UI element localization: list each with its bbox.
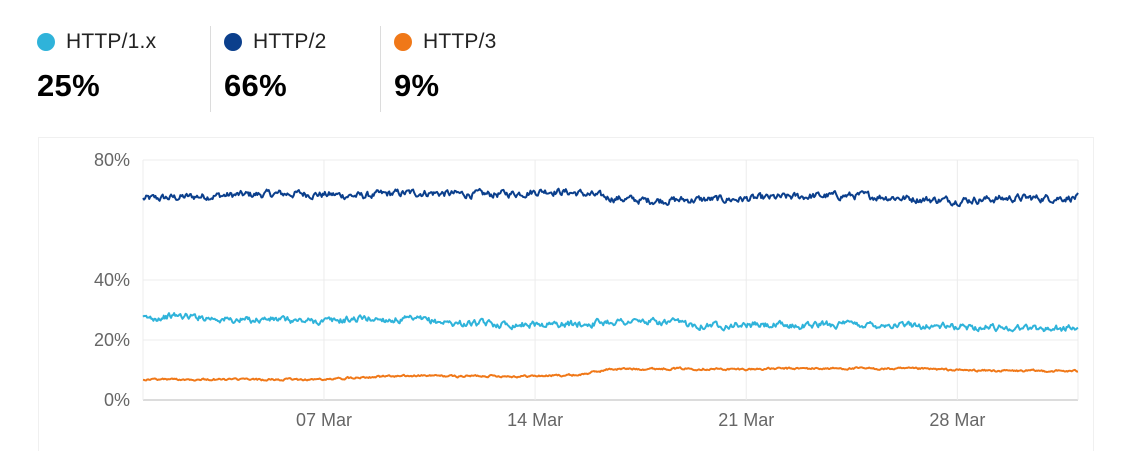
x-tick-label: 21 Mar xyxy=(718,410,774,430)
series-line-http1x xyxy=(142,312,1079,333)
y-tick-label: 20% xyxy=(94,330,130,350)
x-tick-label: 14 Mar xyxy=(507,410,563,430)
y-axis-ticks: 80% 40% 20% 0% xyxy=(94,150,130,410)
http2-dot-icon xyxy=(224,33,242,51)
series-line-http3 xyxy=(142,366,1079,382)
legend-value-http3: 9% xyxy=(394,68,440,103)
legend-item-http2[interactable]: HTTP/2 66% xyxy=(210,26,327,112)
legend: HTTP/1.x 25% HTTP/2 66% HTTP/3 9% xyxy=(0,0,1131,112)
x-tick-label: 07 Mar xyxy=(296,410,352,430)
legend-name-http1: HTTP/1.x xyxy=(66,30,157,53)
y-tick-label: 40% xyxy=(94,270,130,290)
x-axis-ticks: 07 Mar 14 Mar 21 Mar 28 Mar xyxy=(296,410,985,430)
y-tick-label: 80% xyxy=(94,150,130,170)
series-line-http2 xyxy=(142,187,1079,208)
chart-card xyxy=(38,137,1094,451)
legend-name-http2: HTTP/2 xyxy=(253,30,327,53)
legend-value-http1: 25% xyxy=(37,68,100,103)
http3-dot-icon xyxy=(394,33,412,51)
x-tick-label: 28 Mar xyxy=(929,410,985,430)
y-tick-label: 0% xyxy=(104,390,130,410)
legend-item-http1[interactable]: HTTP/1.x 25% xyxy=(37,26,156,112)
grid-lines xyxy=(142,159,1079,401)
series-lines xyxy=(142,187,1079,382)
legend-value-http2: 66% xyxy=(224,68,287,103)
legend-name-http3: HTTP/3 xyxy=(423,30,497,53)
http1-dot-icon xyxy=(37,33,55,51)
legend-item-http3[interactable]: HTTP/3 9% xyxy=(380,26,497,112)
